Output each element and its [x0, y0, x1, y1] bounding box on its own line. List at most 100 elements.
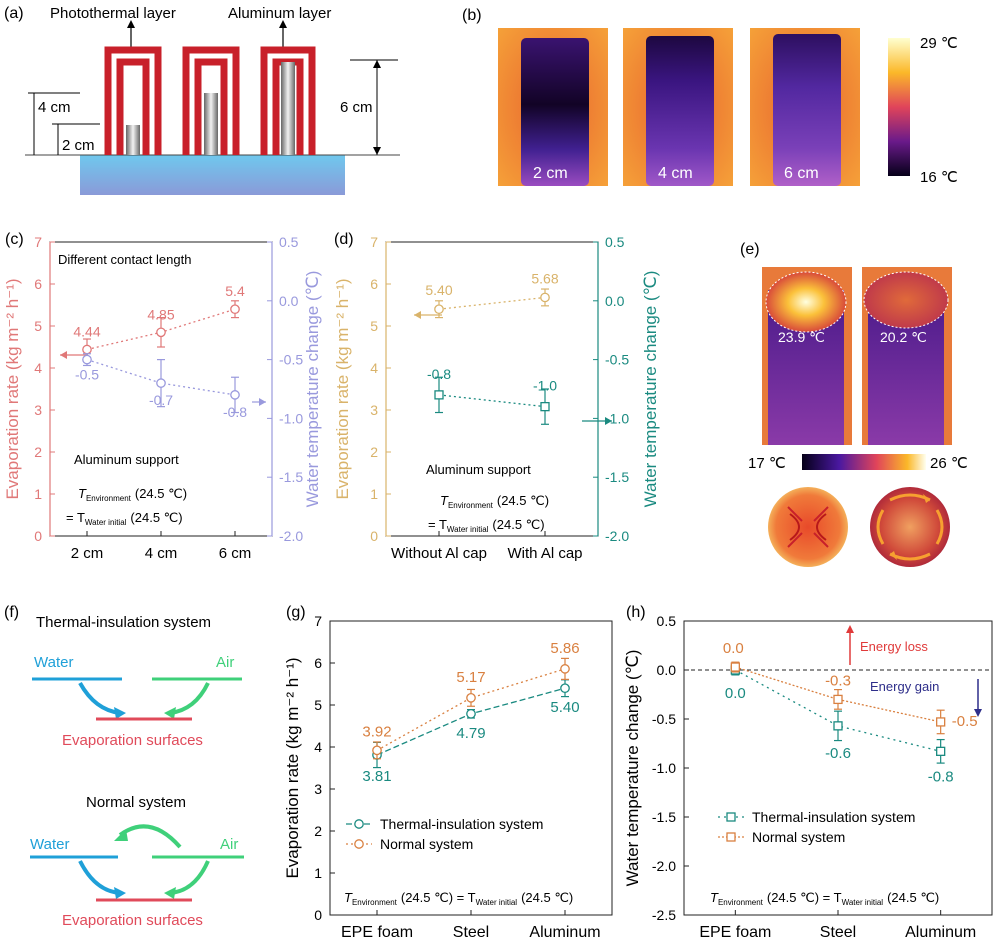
chart-contact-length: (c) 0 1 2 3 4 5 6 7 -2.0 -1.5 -1.0 -0.5 0.0 0.5 2 cm 4 … — [3, 231, 322, 562]
left-tick-label: 4 — [370, 360, 378, 376]
data-label: -0.8 — [928, 768, 954, 785]
y-tick-label: 2 — [314, 823, 322, 839]
series-line — [376, 668, 566, 751]
data-label: -0.6 — [825, 745, 851, 762]
left-tick-label: 0 — [34, 528, 42, 544]
data-label: 4.44 — [73, 324, 100, 340]
data-point — [730, 662, 740, 672]
x-tick-label: Steel — [453, 924, 489, 941]
data-point-right — [230, 390, 240, 400]
left-tick-label: 4 — [34, 360, 42, 376]
data-label: 5.86 — [550, 640, 579, 657]
data-label: 5.40 — [550, 699, 579, 716]
left-tick-label: 6 — [370, 276, 378, 292]
right-tick-label: -0.5 — [605, 352, 629, 368]
panel-e: (e) 23.9 ℃ 20.2 ℃ 17 ℃ 26 ℃ — [740, 241, 968, 567]
right-tick-label: -1.5 — [605, 469, 629, 485]
y-tick-label: 5 — [314, 697, 322, 713]
y-tick-label: 7 — [314, 613, 322, 629]
x-tick-label: 4 cm — [145, 545, 178, 562]
x-tick-label: 6 cm — [219, 545, 252, 562]
water-flow-arrow-1 — [78, 682, 121, 715]
uncapped-temp: 23.9 ℃ — [778, 329, 825, 345]
air-to-water-arrow — [118, 824, 182, 849]
y-axis-label-right: Water temperature change (℃) — [303, 271, 322, 508]
aluminum-label: Aluminum layer — [228, 5, 331, 22]
panel-e-label: (e) — [740, 241, 760, 258]
panel-b-label: (b) — [462, 7, 482, 24]
photothermal-label: Photothermal layer — [50, 5, 176, 22]
right-tick-label: -1.0 — [279, 410, 303, 426]
y-tick-label: 1 — [314, 865, 322, 881]
data-label: 0.0 — [725, 685, 746, 702]
dim-4cm-label: 4 cm — [38, 99, 71, 116]
left-tick-label: 0 — [370, 528, 378, 544]
air-to-water-head — [114, 829, 128, 841]
data-label: -0.7 — [149, 392, 173, 408]
y-tick-label: 3 — [314, 781, 322, 797]
device-4cm-rod — [204, 93, 218, 155]
device-6cm-rod — [281, 62, 295, 155]
e-colorbar-min: 17 ℃ — [748, 455, 786, 472]
e-colorbar — [802, 454, 926, 470]
data-point — [833, 721, 843, 731]
chart-al-cap: (d) 0 1 2 3 4 5 6 7 -2.0 -1.5 -1.0 -0.5 0.0 0.5 Withou… — [333, 231, 660, 562]
panel-d-label: (d) — [334, 231, 354, 248]
panel-f-label: (f) — [4, 604, 19, 621]
data-point — [560, 664, 570, 674]
right-tick-label: 0.5 — [279, 234, 299, 250]
air-label-1: Air — [216, 654, 234, 671]
water-flow-head-2 — [114, 887, 126, 899]
right-tick-label: -2.0 — [279, 528, 303, 544]
y-tick-label: -2.5 — [652, 907, 676, 923]
data-point — [833, 694, 843, 705]
left-tick-label: 2 — [34, 444, 42, 460]
data-point — [936, 746, 946, 756]
device-2cm-frame — [104, 46, 162, 155]
y-tick-label: -1.5 — [652, 809, 676, 825]
thermal-tile-4cm: 4 cm — [623, 28, 733, 186]
chart-evaporation-supports: (g) 0 1 2 3 4 5 6 7 EPE foam Steel Aluminum Evapora… — [283, 604, 613, 941]
plot-frame — [385, 241, 599, 537]
x-tick-label: Without Al cap — [391, 545, 487, 562]
x-tick-label: 2 cm — [71, 545, 104, 562]
panel-c-label: (c) — [5, 231, 24, 248]
air-flow-head-2 — [164, 887, 176, 899]
water-flow-head-1 — [114, 707, 126, 719]
data-point-right — [434, 390, 444, 400]
x-tick-label: Aluminum — [529, 924, 600, 941]
y-tick-label: 0.5 — [657, 613, 677, 629]
data-label: 5.17 — [456, 669, 485, 686]
dim-6cm-label: 6 cm — [340, 99, 373, 116]
energy-gain-label: Energy gain — [870, 679, 939, 694]
data-point-right — [540, 401, 550, 412]
axis-pointer-head-left — [414, 311, 421, 319]
data-label: 5.4 — [225, 283, 245, 299]
left-tick-label: 3 — [370, 402, 378, 418]
legend-marker — [354, 839, 364, 849]
thermal-tile-2cm-label: 2 cm — [533, 165, 568, 182]
thermal-tile-4cm-label: 4 cm — [658, 165, 693, 182]
series-line — [735, 669, 941, 752]
x-tick-label: EPE foam — [341, 924, 413, 941]
data-point-left — [540, 292, 550, 303]
panel-g-label: (g) — [286, 604, 306, 621]
photothermal-arrowhead — [127, 20, 135, 28]
legend-label: Thermal-insulation system — [752, 809, 915, 825]
panel-a: (a) Photothermal layer Aluminum layer 4 … — [4, 5, 400, 195]
y-axis-label-right: Water temperature change (℃) — [641, 271, 660, 508]
thermal-image-capped: 20.2 ℃ — [862, 267, 952, 445]
data-label: -0.8 — [223, 404, 247, 420]
x-tick-label: Aluminum — [905, 924, 976, 941]
env-condition-d: TEnvironment (24.5 ℃) — [440, 493, 549, 510]
y-tick-label: 0 — [314, 907, 322, 923]
data-point — [466, 693, 476, 703]
panel-f: (f) Thermal-insulation system Water Air … — [4, 604, 244, 929]
air-label-2: Air — [220, 836, 238, 853]
series-line-left — [438, 296, 546, 310]
data-label: 5.68 — [531, 270, 558, 286]
data-point — [560, 683, 570, 694]
env-condition: TEnvironment (24.5 ℃) — [78, 486, 187, 503]
left-tick-label: 6 — [34, 276, 42, 292]
normal-system-title: Normal system — [86, 794, 186, 811]
